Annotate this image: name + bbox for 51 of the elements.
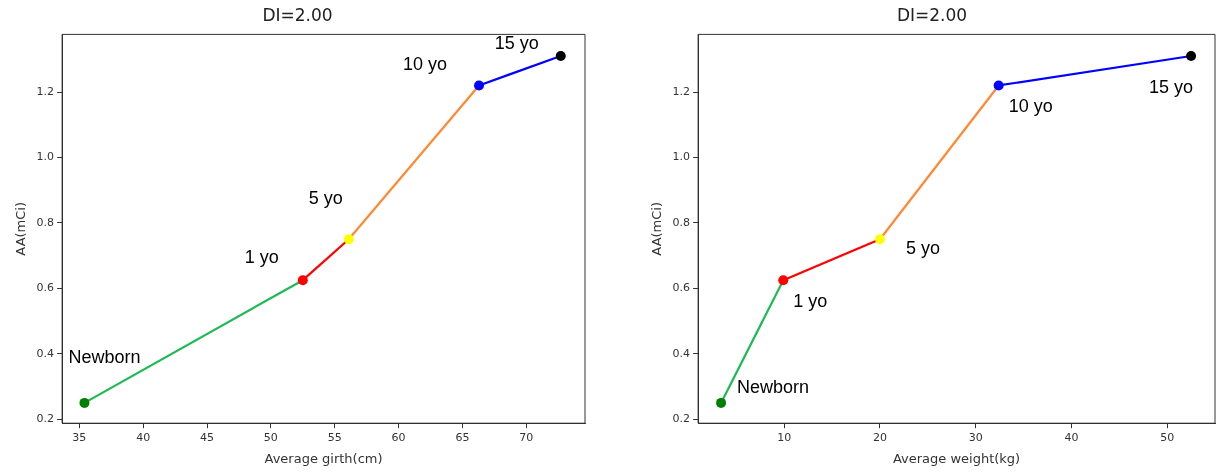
point bbox=[874, 234, 885, 245]
x-tick-label: 55 bbox=[327, 430, 342, 444]
point bbox=[778, 275, 789, 286]
point bbox=[1186, 51, 1197, 61]
y-tick-label: 0.4 bbox=[672, 346, 691, 360]
annotation: 10 yo bbox=[1008, 96, 1053, 117]
x-tick-label: 30 bbox=[968, 430, 983, 444]
chart-title: DI=2.00 bbox=[896, 4, 968, 25]
x-tick-label: 50 bbox=[1160, 430, 1175, 444]
x-axis-title: Average girth(cm) bbox=[264, 450, 383, 466]
annotation: 15 yo bbox=[494, 32, 539, 53]
annotation: 5 yo bbox=[905, 238, 940, 259]
y-tick-label: 0.4 bbox=[36, 346, 55, 360]
annotation: 5 yo bbox=[308, 188, 343, 209]
point bbox=[716, 397, 727, 408]
x-axis-title: Average weight(kg) bbox=[892, 450, 1021, 466]
x-tick-label: 40 bbox=[1064, 430, 1079, 444]
y-tick-label: 1.2 bbox=[672, 84, 691, 98]
x-tick-label: 50 bbox=[263, 430, 278, 444]
y-tick-label: 0.2 bbox=[672, 412, 691, 426]
y-tick-label: 0.8 bbox=[36, 215, 55, 229]
y-tick-label: 1.2 bbox=[36, 84, 55, 98]
y-axis-title: AA(mCi) bbox=[13, 201, 29, 256]
point bbox=[343, 234, 354, 245]
annotation: 15 yo bbox=[1149, 76, 1194, 97]
x-tick-label: 10 bbox=[777, 430, 792, 444]
y-tick-label: 1.0 bbox=[36, 150, 55, 164]
annotation: Newborn bbox=[737, 376, 810, 397]
chart-title: DI=2.00 bbox=[262, 4, 333, 25]
annotation: Newborn bbox=[68, 346, 141, 367]
point bbox=[555, 51, 566, 61]
x-tick-label: 40 bbox=[136, 430, 151, 444]
point bbox=[474, 80, 485, 91]
x-tick-label: 20 bbox=[872, 430, 887, 444]
annotation: 1 yo bbox=[793, 291, 828, 312]
point bbox=[993, 80, 1004, 91]
x-tick-label: 70 bbox=[519, 430, 534, 444]
annotation: 10 yo bbox=[403, 54, 448, 75]
x-tick-label: 65 bbox=[455, 430, 470, 444]
y-tick-label: 0.8 bbox=[672, 215, 691, 229]
point bbox=[297, 275, 308, 286]
y-tick-label: 0.2 bbox=[36, 412, 55, 426]
y-tick-label: 1.0 bbox=[672, 150, 691, 164]
x-tick-label: 45 bbox=[200, 430, 215, 444]
y-axis-title: AA(mCi) bbox=[649, 201, 665, 256]
y-tick-label: 0.6 bbox=[36, 281, 55, 295]
x-tick-label: 35 bbox=[72, 430, 87, 444]
x-tick-label: 60 bbox=[391, 430, 406, 444]
y-tick-label: 0.6 bbox=[672, 281, 691, 295]
point bbox=[79, 397, 90, 408]
annotation: 1 yo bbox=[244, 247, 279, 268]
